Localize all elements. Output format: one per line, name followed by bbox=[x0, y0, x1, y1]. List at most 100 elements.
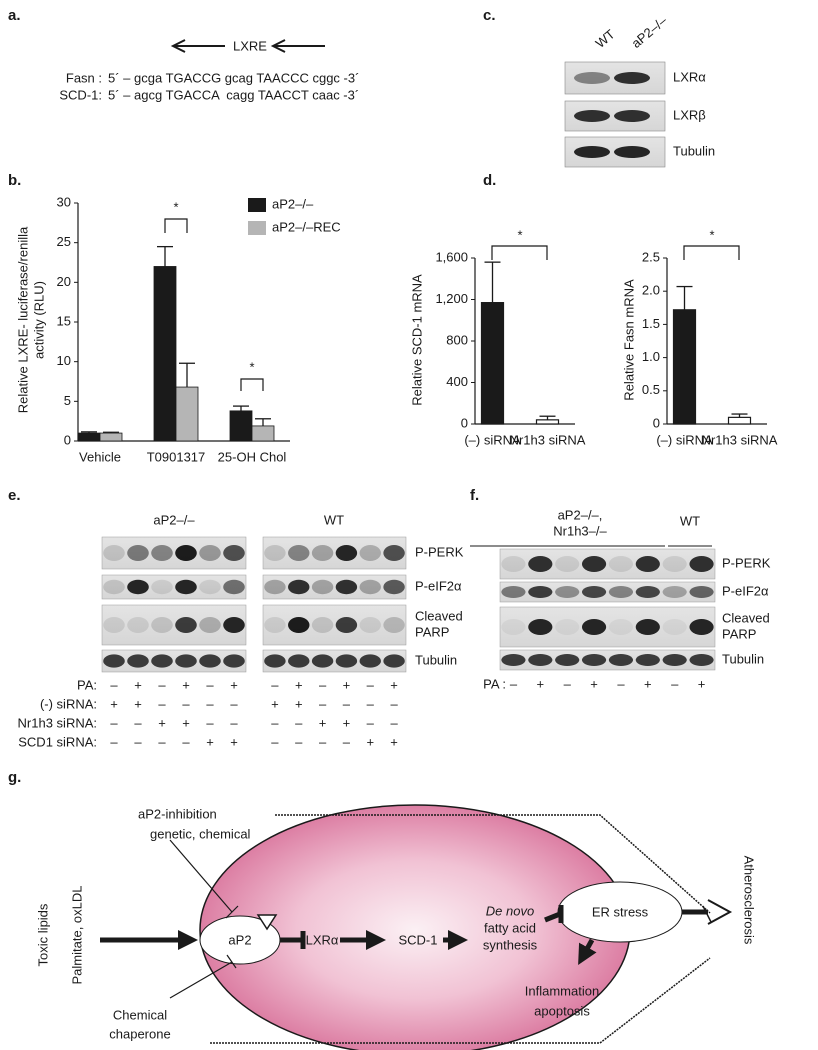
disease-label: Atherosclerosis bbox=[742, 856, 757, 945]
y-tick-label: 1,600 bbox=[435, 249, 468, 264]
x-tick-label: Vehicle bbox=[79, 449, 121, 464]
node-label: aP2 bbox=[228, 932, 251, 947]
node-label: SCD-1 bbox=[398, 932, 437, 947]
band bbox=[528, 586, 553, 598]
band-label: PARP bbox=[722, 626, 756, 641]
condition-sign: + bbox=[366, 734, 374, 749]
bar bbox=[672, 309, 697, 425]
chaperone-label: chaperone bbox=[109, 1026, 170, 1041]
band bbox=[581, 556, 607, 572]
lane-label: WT bbox=[592, 26, 617, 51]
condition-sign: – bbox=[367, 677, 375, 692]
condition-sign: + bbox=[295, 696, 303, 711]
significance-star: * bbox=[517, 227, 522, 242]
bar bbox=[535, 419, 560, 425]
panel-label: g. bbox=[8, 769, 21, 786]
input-detail: Palmitate, oxLDL bbox=[69, 886, 84, 985]
condition-sign: – bbox=[564, 676, 572, 691]
blot bbox=[499, 649, 716, 671]
condition-sign: + bbox=[206, 734, 214, 749]
band-label: Cleaved bbox=[415, 608, 463, 623]
y-tick-label: 1.0 bbox=[642, 349, 660, 364]
condition-sign: – bbox=[206, 715, 214, 730]
band bbox=[335, 617, 358, 633]
band bbox=[127, 545, 149, 561]
band bbox=[581, 586, 607, 598]
band bbox=[335, 579, 358, 595]
panel-label: e. bbox=[8, 487, 21, 504]
motif-label: LXRE bbox=[233, 38, 267, 53]
y-tick-label: 0.5 bbox=[642, 382, 660, 397]
band bbox=[151, 545, 173, 561]
significance-bracket bbox=[683, 245, 740, 260]
legend-label: aP2–/–REC bbox=[272, 219, 341, 234]
condition-sign: + bbox=[271, 696, 279, 711]
y-tick-label: 5 bbox=[64, 393, 71, 408]
band bbox=[555, 619, 580, 635]
band bbox=[635, 619, 660, 635]
condition-label: PA : bbox=[483, 676, 506, 691]
group-label: WT bbox=[680, 513, 700, 528]
condition-sign: – bbox=[617, 676, 625, 691]
condition-sign: – bbox=[182, 696, 190, 711]
band bbox=[127, 617, 149, 633]
condition-sign: + bbox=[182, 677, 190, 692]
condition-sign: + bbox=[182, 715, 190, 730]
condition-label: PA: bbox=[77, 677, 97, 692]
band bbox=[555, 654, 580, 666]
x-tick-label: Nr1h3 siRNA bbox=[702, 432, 778, 447]
band bbox=[635, 556, 660, 572]
condition-sign: + bbox=[134, 696, 142, 711]
band bbox=[151, 654, 173, 668]
panel-label: c. bbox=[483, 7, 496, 24]
band-label: LXRβ bbox=[673, 107, 706, 122]
y-tick-label: 0 bbox=[64, 432, 71, 447]
band bbox=[383, 617, 405, 633]
band bbox=[223, 617, 245, 633]
band-label: P-PERK bbox=[722, 555, 771, 570]
panel-label: b. bbox=[8, 172, 21, 189]
condition-sign: – bbox=[206, 696, 214, 711]
band bbox=[581, 619, 607, 635]
x-tick-label: (–) siRNA bbox=[656, 432, 713, 447]
condition-sign: + bbox=[319, 715, 327, 730]
significance-bracket bbox=[240, 378, 264, 391]
panel-label: f. bbox=[470, 487, 479, 504]
band bbox=[662, 619, 687, 635]
stress-label: ER stress bbox=[592, 904, 649, 919]
condition-sign: – bbox=[182, 734, 190, 749]
sequence: 5´ – agcg TGACCA cagg TAACCT caac -3´ bbox=[108, 87, 359, 102]
condition-label: (-) siRNA: bbox=[40, 696, 97, 711]
band bbox=[662, 556, 687, 572]
band bbox=[264, 654, 286, 668]
blot bbox=[101, 574, 247, 600]
condition-sign: + bbox=[390, 734, 398, 749]
band-label: Cleaved bbox=[722, 610, 770, 625]
condition-sign: – bbox=[134, 734, 142, 749]
band-label: LXRα bbox=[673, 69, 706, 84]
x-tick-label: 25-OH Chol bbox=[218, 449, 287, 464]
band bbox=[103, 579, 125, 595]
band bbox=[359, 617, 381, 633]
band bbox=[359, 654, 381, 668]
band bbox=[264, 545, 286, 561]
y-tick-label: 1,200 bbox=[435, 291, 468, 306]
band bbox=[288, 654, 310, 668]
blot bbox=[262, 574, 407, 600]
y-axis-label: Relative LXRE- luciferase/renilla bbox=[15, 226, 30, 413]
band bbox=[103, 545, 125, 561]
band-label: PARP bbox=[415, 624, 449, 639]
band bbox=[359, 545, 381, 561]
band bbox=[662, 586, 687, 598]
band bbox=[335, 654, 358, 668]
band bbox=[151, 579, 173, 595]
condition-sign: – bbox=[319, 734, 327, 749]
band bbox=[175, 579, 197, 595]
condition-sign: – bbox=[295, 715, 303, 730]
y-tick-label: 25 bbox=[57, 234, 71, 249]
y-tick-label: 1.5 bbox=[642, 316, 660, 331]
condition-sign: + bbox=[537, 676, 545, 691]
condition-sign: + bbox=[158, 715, 166, 730]
